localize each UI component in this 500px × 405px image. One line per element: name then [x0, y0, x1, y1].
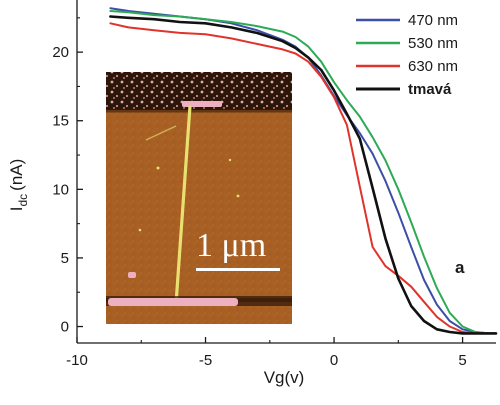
y-tick-label: 15 [52, 113, 69, 130]
legend-label: 630 nm [408, 58, 458, 75]
y-axis-label-sub: dc [16, 194, 30, 207]
legend-label: tmavá [408, 81, 452, 98]
plot-axes: -10 -5 0 5 0 5 10 15 20 [52, 0, 496, 369]
y-tick-label: 0 [61, 319, 69, 336]
afm-bottom-pad [108, 298, 238, 306]
y-tick-label: 10 [52, 181, 69, 198]
x-ticks: -10 -5 0 5 [66, 337, 467, 369]
x-tick-label: -10 [66, 352, 88, 369]
series-line-3 [109, 15, 498, 335]
scale-bar-label: 1 μm [196, 227, 266, 264]
data-curves [109, 7, 498, 335]
afm-nanowire [174, 105, 192, 305]
afm-inset-image: 1 μm [106, 72, 292, 324]
legend-label: 530 nm [408, 35, 458, 52]
series-line-2 [109, 22, 497, 335]
x-tick-label: 5 [458, 352, 466, 369]
legend: 470 nm 530 nm 630 nm tmavá [356, 12, 458, 98]
y-axis-label-main: I [7, 207, 26, 212]
afm-top-pad [182, 101, 222, 107]
x-tick-label: -5 [199, 352, 212, 369]
x-axis-label: Vg(v) [264, 368, 305, 387]
legend-label: 470 nm [408, 12, 458, 29]
panel-label: a [455, 258, 465, 277]
y-ticks: 0 5 10 15 20 [52, 17, 83, 336]
y-tick-label: 5 [61, 250, 69, 267]
y-tick-label: 20 [52, 44, 69, 61]
series-line-1 [109, 10, 497, 335]
scale-bar [196, 268, 280, 271]
y-axis-label-unit: (nA) [7, 159, 26, 191]
y-axis-label: Idc (nA) [7, 159, 30, 212]
x-tick-label: 0 [330, 352, 338, 369]
